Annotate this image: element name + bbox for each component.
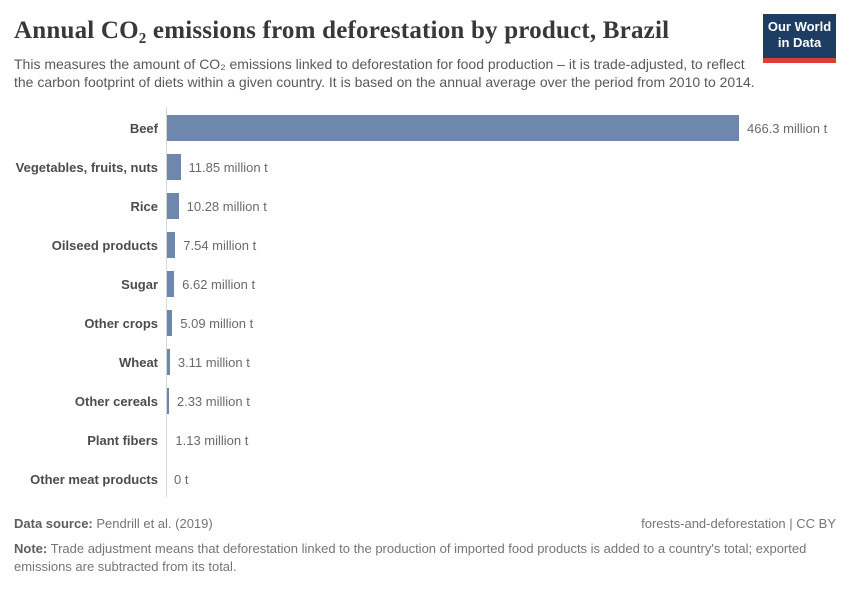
chart-row-other-meat-products: Other meat products 0 t	[14, 466, 836, 492]
credit-separator: |	[785, 516, 797, 532]
header: Annual CO₂ emissions from deforestation …	[14, 14, 836, 91]
value-label-plant-fibers: 1.13 million t	[175, 432, 249, 448]
owid-logo-line2: in Data	[777, 35, 822, 51]
value-label-sugar: 6.62 million t	[182, 276, 256, 292]
value-label-wheat: 3.11 million t	[177, 354, 250, 370]
footer: Data source: Pendrill et al. (2019) fore…	[14, 516, 836, 576]
bar-area-plant-fibers: 1.13 million t	[166, 427, 836, 454]
chart-row-other-cereals: Other cereals 2.33 million t	[14, 388, 836, 415]
bar-other-cereals[interactable]	[166, 388, 169, 415]
bar-area-wheat: 3.11 million t	[166, 349, 836, 376]
category-label-beef: Beef	[129, 120, 158, 136]
value-label-vegetables-fruits-nuts: 11.85 million t	[188, 159, 268, 175]
chart-title: Annual CO₂ emissions from deforestation …	[14, 17, 670, 44]
data-source-value: Pendrill et al. (2019)	[96, 516, 213, 532]
bar-sugar[interactable]	[166, 271, 175, 298]
value-label-beef: 466.3 million t	[747, 120, 828, 136]
chart-row-wheat: Wheat 3.11 million t	[14, 349, 836, 376]
chart-row-plant-fibers: Plant fibers 1.13 million t	[14, 427, 836, 454]
chart-row-other-crops: Other crops 5.09 million t	[14, 310, 836, 337]
chart-row-rice: Rice 10.28 million t	[14, 193, 836, 220]
bar-wheat[interactable]	[166, 349, 170, 376]
data-source-label: Data source:	[14, 516, 93, 532]
category-label-other-meat-products: Other meat products	[30, 471, 158, 487]
bar-beef[interactable]	[166, 115, 739, 142]
category-label-oilseed-products: Oilseed products	[51, 237, 158, 253]
owid-logo-red-stripe	[763, 57, 836, 63]
chart-row-oilseed-products: Oilseed products 7.54 million t	[14, 232, 836, 259]
data-source: Data source: Pendrill et al. (2019)	[14, 516, 213, 531]
chart-row-beef: Beef 466.3 million t	[14, 115, 836, 142]
category-label-rice: Rice	[130, 198, 158, 214]
note-text: Trade adjustment means that deforestatio…	[14, 541, 807, 575]
chart-row-vegetables-fruits-nuts: Vegetables, fruits, nuts 11.85 million t	[14, 154, 836, 181]
category-label-plant-fibers: Plant fibers	[87, 432, 158, 448]
bar-area-other-meat-products: 0 t	[166, 466, 836, 492]
bar-chart: Beef 466.3 million t Vegetables, fruits, n…	[14, 107, 836, 498]
chart-subtitle: This measures the amount of CO₂ emission…	[14, 56, 755, 91]
bar-area-other-crops: 5.09 million t	[166, 310, 836, 337]
bar-area-oilseed-products: 7.54 million t	[166, 232, 836, 259]
value-label-rice: 10.28 million t	[186, 198, 267, 214]
bar-area-beef: 466.3 million t	[166, 115, 836, 142]
owid-logo[interactable]: Our World in Data	[763, 14, 836, 63]
category-label-other-cereals: Other cereals	[74, 393, 158, 409]
value-label-other-crops: 5.09 million t	[180, 315, 254, 331]
note-label: Note:	[14, 541, 48, 557]
chart-page: Annual CO₂ emissions from deforestation …	[14, 14, 836, 576]
value-label-oilseed-products: 7.54 million t	[183, 237, 257, 253]
bar-area-vegetables-fruits-nuts: 11.85 million t	[166, 154, 836, 181]
footer-note: Note: Trade adjustment means that defore…	[14, 540, 836, 576]
owid-logo-box: Our World in Data	[763, 14, 836, 58]
value-label-other-meat-products: 0 t	[174, 471, 189, 487]
category-label-vegetables-fruits-nuts: Vegetables, fruits, nuts	[15, 159, 158, 175]
category-label-sugar: Sugar	[121, 276, 158, 292]
bar-rice[interactable]	[166, 193, 179, 220]
bar-area-sugar: 6.62 million t	[166, 271, 836, 298]
category-label-other-crops: Other crops	[84, 315, 158, 331]
bar-oilseed-products[interactable]	[166, 232, 176, 259]
bar-other-crops[interactable]	[166, 310, 173, 337]
footer-source-line: Data source: Pendrill et al. (2019) fore…	[14, 516, 836, 531]
y-axis-line	[166, 107, 167, 498]
category-label-wheat: Wheat	[119, 354, 158, 370]
chart-rows: Beef 466.3 million t Vegetables, fruits, n…	[14, 115, 836, 492]
bar-area-other-cereals: 2.33 million t	[166, 388, 836, 415]
bar-area-rice: 10.28 million t	[166, 193, 836, 220]
bar-vegetables-fruits-nuts[interactable]	[166, 154, 181, 181]
credit-license-link[interactable]: CC BY	[796, 516, 836, 532]
chart-row-sugar: Sugar 6.62 million t	[14, 271, 836, 298]
credit: forests-and-deforestation | CC BY	[641, 516, 836, 531]
owid-logo-line1: Our World	[767, 19, 832, 34]
value-label-other-cereals: 2.33 million t	[176, 393, 250, 409]
title-block: Annual CO₂ emissions from deforestation …	[14, 14, 756, 91]
credit-dataset-link[interactable]: forests-and-deforestation	[641, 516, 786, 532]
